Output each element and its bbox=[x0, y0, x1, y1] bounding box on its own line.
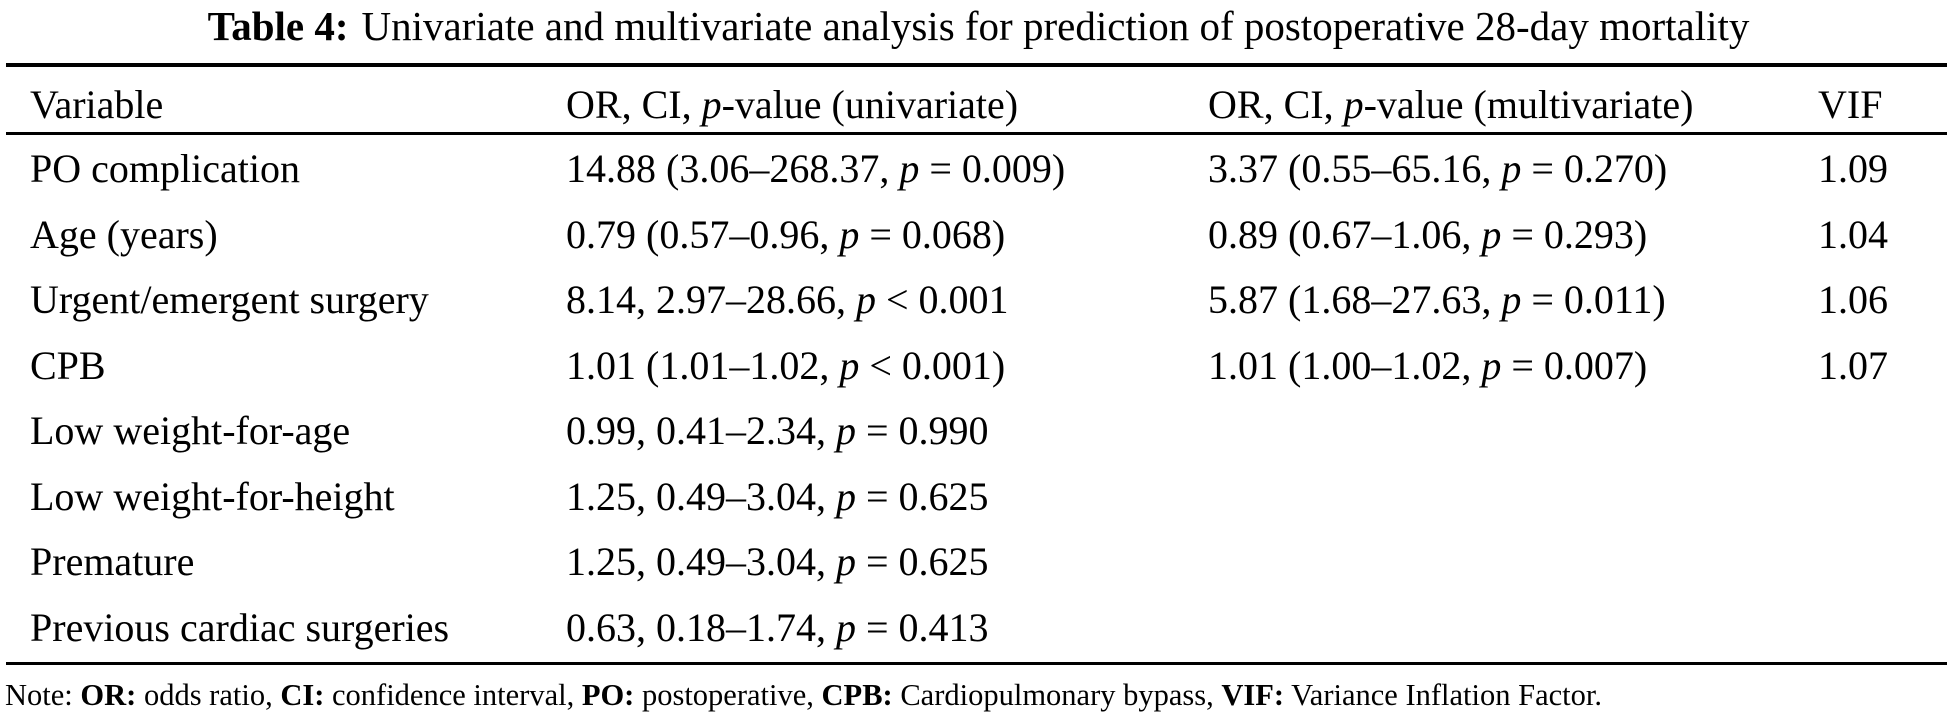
table-row: Previous cardiac surgeries 0.63, 0.18–1.… bbox=[0, 595, 1957, 661]
cell-univariate: 1.01 (1.01–1.02, p < 0.001) bbox=[566, 342, 1006, 388]
table-bottom-rule bbox=[6, 662, 1947, 665]
cell-multivariate: 1.01 (1.00–1.02, p = 0.007) bbox=[1208, 342, 1648, 388]
cell-vif: 1.09 bbox=[1818, 146, 1888, 191]
cell-univariate: 1.25, 0.49–3.04, p = 0.625 bbox=[566, 539, 989, 584]
table-body: PO complication 14.88 (3.06–268.37, p = … bbox=[0, 136, 1957, 660]
column-header-multivariate: OR, CI, p-value (multivariate) bbox=[1208, 82, 1694, 127]
column-header-univariate: OR, CI, p-value (univariate) bbox=[566, 82, 1019, 127]
cell-variable: PO complication bbox=[30, 146, 300, 191]
cell-multivariate: 0.89 (0.67–1.06, p = 0.293) bbox=[1208, 211, 1648, 257]
cell-variable: Previous cardiac surgeries bbox=[30, 604, 450, 650]
cell-variable: Urgent/emergent surgery bbox=[30, 277, 429, 322]
table-note: Note: OR: odds ratio, CI: confidence int… bbox=[5, 678, 1602, 712]
cell-variable: Low weight-for-height bbox=[30, 473, 395, 519]
table-header-row: Variable OR, CI, p-value (univariate) OR… bbox=[0, 77, 1957, 132]
cell-vif: 1.04 bbox=[1818, 211, 1888, 257]
cell-vif: 1.06 bbox=[1818, 277, 1888, 322]
cell-univariate: 0.79 (0.57–0.96, p = 0.068) bbox=[566, 211, 1006, 257]
table-row: Age (years) 0.79 (0.57–0.96, p = 0.068) … bbox=[0, 202, 1957, 268]
cell-vif: 1.07 bbox=[1818, 342, 1888, 388]
cell-variable: Age (years) bbox=[30, 211, 218, 257]
cell-multivariate: 3.37 (0.55–65.16, p = 0.270) bbox=[1208, 146, 1668, 191]
cell-variable: CPB bbox=[30, 342, 106, 388]
table-row: Low weight-for-height 1.25, 0.49–3.04, p… bbox=[0, 464, 1957, 530]
table-row: PO complication 14.88 (3.06–268.37, p = … bbox=[0, 136, 1957, 202]
column-header-variable: Variable bbox=[30, 82, 164, 127]
column-header-vif: VIF bbox=[1818, 82, 1883, 127]
table-header-rule bbox=[6, 132, 1947, 135]
table-row: Urgent/emergent surgery 8.14, 2.97–28.66… bbox=[0, 267, 1957, 333]
cell-univariate: 1.25, 0.49–3.04, p = 0.625 bbox=[566, 473, 989, 519]
cell-univariate: 14.88 (3.06–268.37, p = 0.009) bbox=[566, 146, 1066, 191]
table-row: Low weight-for-age 0.99, 0.41–2.34, p = … bbox=[0, 398, 1957, 464]
table-title: Table 4: Univariate and multivariate anal… bbox=[0, 2, 1957, 50]
table-row: CPB 1.01 (1.01–1.02, p < 0.001) 1.01 (1.… bbox=[0, 333, 1957, 399]
table-title-label: Table 4: bbox=[207, 3, 349, 49]
cell-univariate: 0.99, 0.41–2.34, p = 0.990 bbox=[566, 408, 989, 453]
cell-variable: Low weight-for-age bbox=[30, 408, 351, 453]
cell-univariate: 8.14, 2.97–28.66, p < 0.001 bbox=[566, 277, 1009, 322]
table-top-rule bbox=[6, 63, 1947, 67]
cell-variable: Premature bbox=[30, 539, 195, 584]
cell-univariate: 0.63, 0.18–1.74, p = 0.413 bbox=[566, 604, 989, 650]
cell-multivariate: 5.87 (1.68–27.63, p = 0.011) bbox=[1208, 277, 1666, 322]
table-title-text: Univariate and multivariate analysis for… bbox=[361, 3, 1750, 49]
table-row: Premature 1.25, 0.49–3.04, p = 0.625 bbox=[0, 529, 1957, 595]
